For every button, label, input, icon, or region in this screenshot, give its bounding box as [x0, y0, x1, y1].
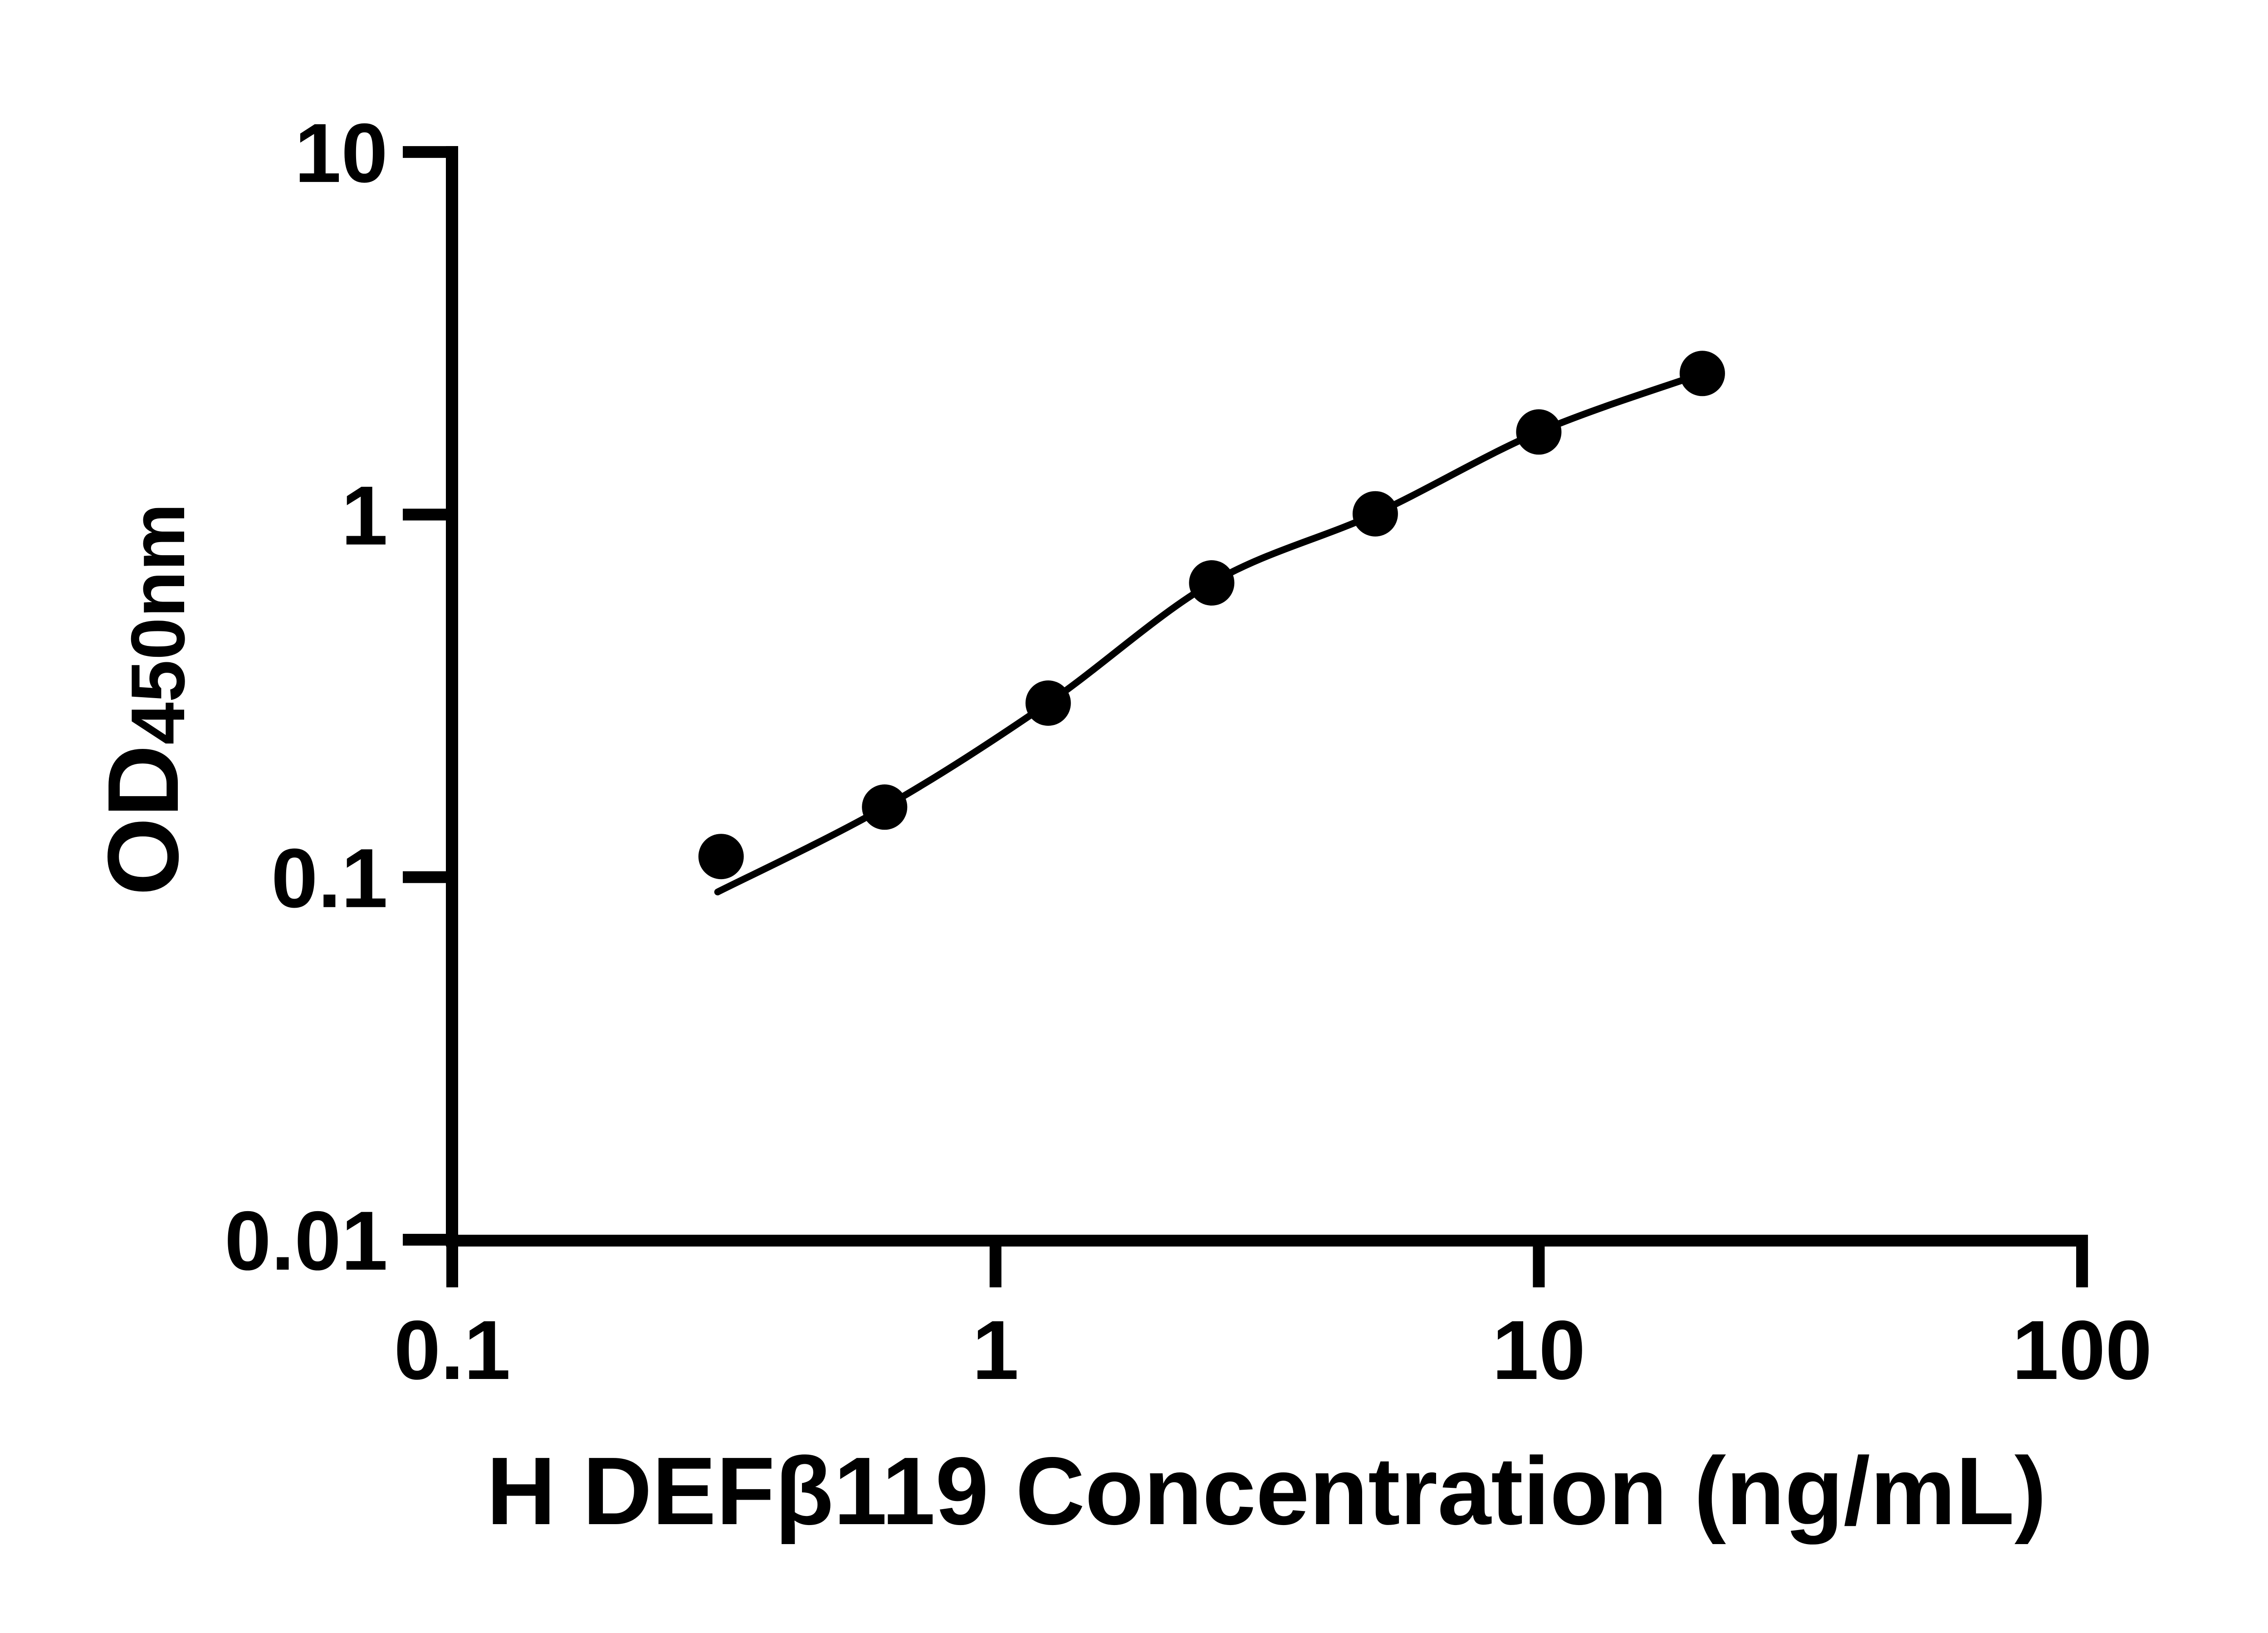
y-axis-title-subscript: 450nm [115, 503, 200, 744]
data-point [698, 834, 744, 880]
x-axis-title: H DEFβ119 Concentration (ng/mL) [486, 1437, 2046, 1545]
y-tick [403, 871, 458, 883]
data-point [1189, 560, 1235, 606]
y-axis-line [446, 146, 458, 1247]
data-point [1025, 680, 1071, 726]
x-axis-line [446, 1235, 2087, 1247]
y-axis-title-main: OD [87, 745, 200, 896]
series-group [698, 351, 1725, 895]
y-tick [403, 146, 458, 158]
x-tick [2076, 1235, 2088, 1287]
y-tick-label: 1 [341, 469, 388, 562]
data-point [862, 784, 908, 830]
x-tick [989, 1235, 1002, 1287]
y-tick-label: 10 [294, 107, 388, 200]
x-tick-label: 10 [1492, 1304, 1586, 1397]
y-tick-label: 0.1 [271, 832, 388, 925]
data-point [1352, 491, 1398, 537]
y-tick [403, 508, 458, 521]
x-tick-label: 1 [972, 1304, 1019, 1397]
y-tick-label: 0.01 [225, 1194, 388, 1288]
data-point [1516, 409, 1562, 455]
x-tick-label: 0.1 [394, 1304, 510, 1397]
x-tick [1533, 1235, 1545, 1287]
x-tick-label: 100 [2012, 1304, 2152, 1397]
x-tick [446, 1235, 458, 1287]
data-point [1679, 351, 1725, 396]
y-axis-title: OD450nm [87, 503, 200, 895]
